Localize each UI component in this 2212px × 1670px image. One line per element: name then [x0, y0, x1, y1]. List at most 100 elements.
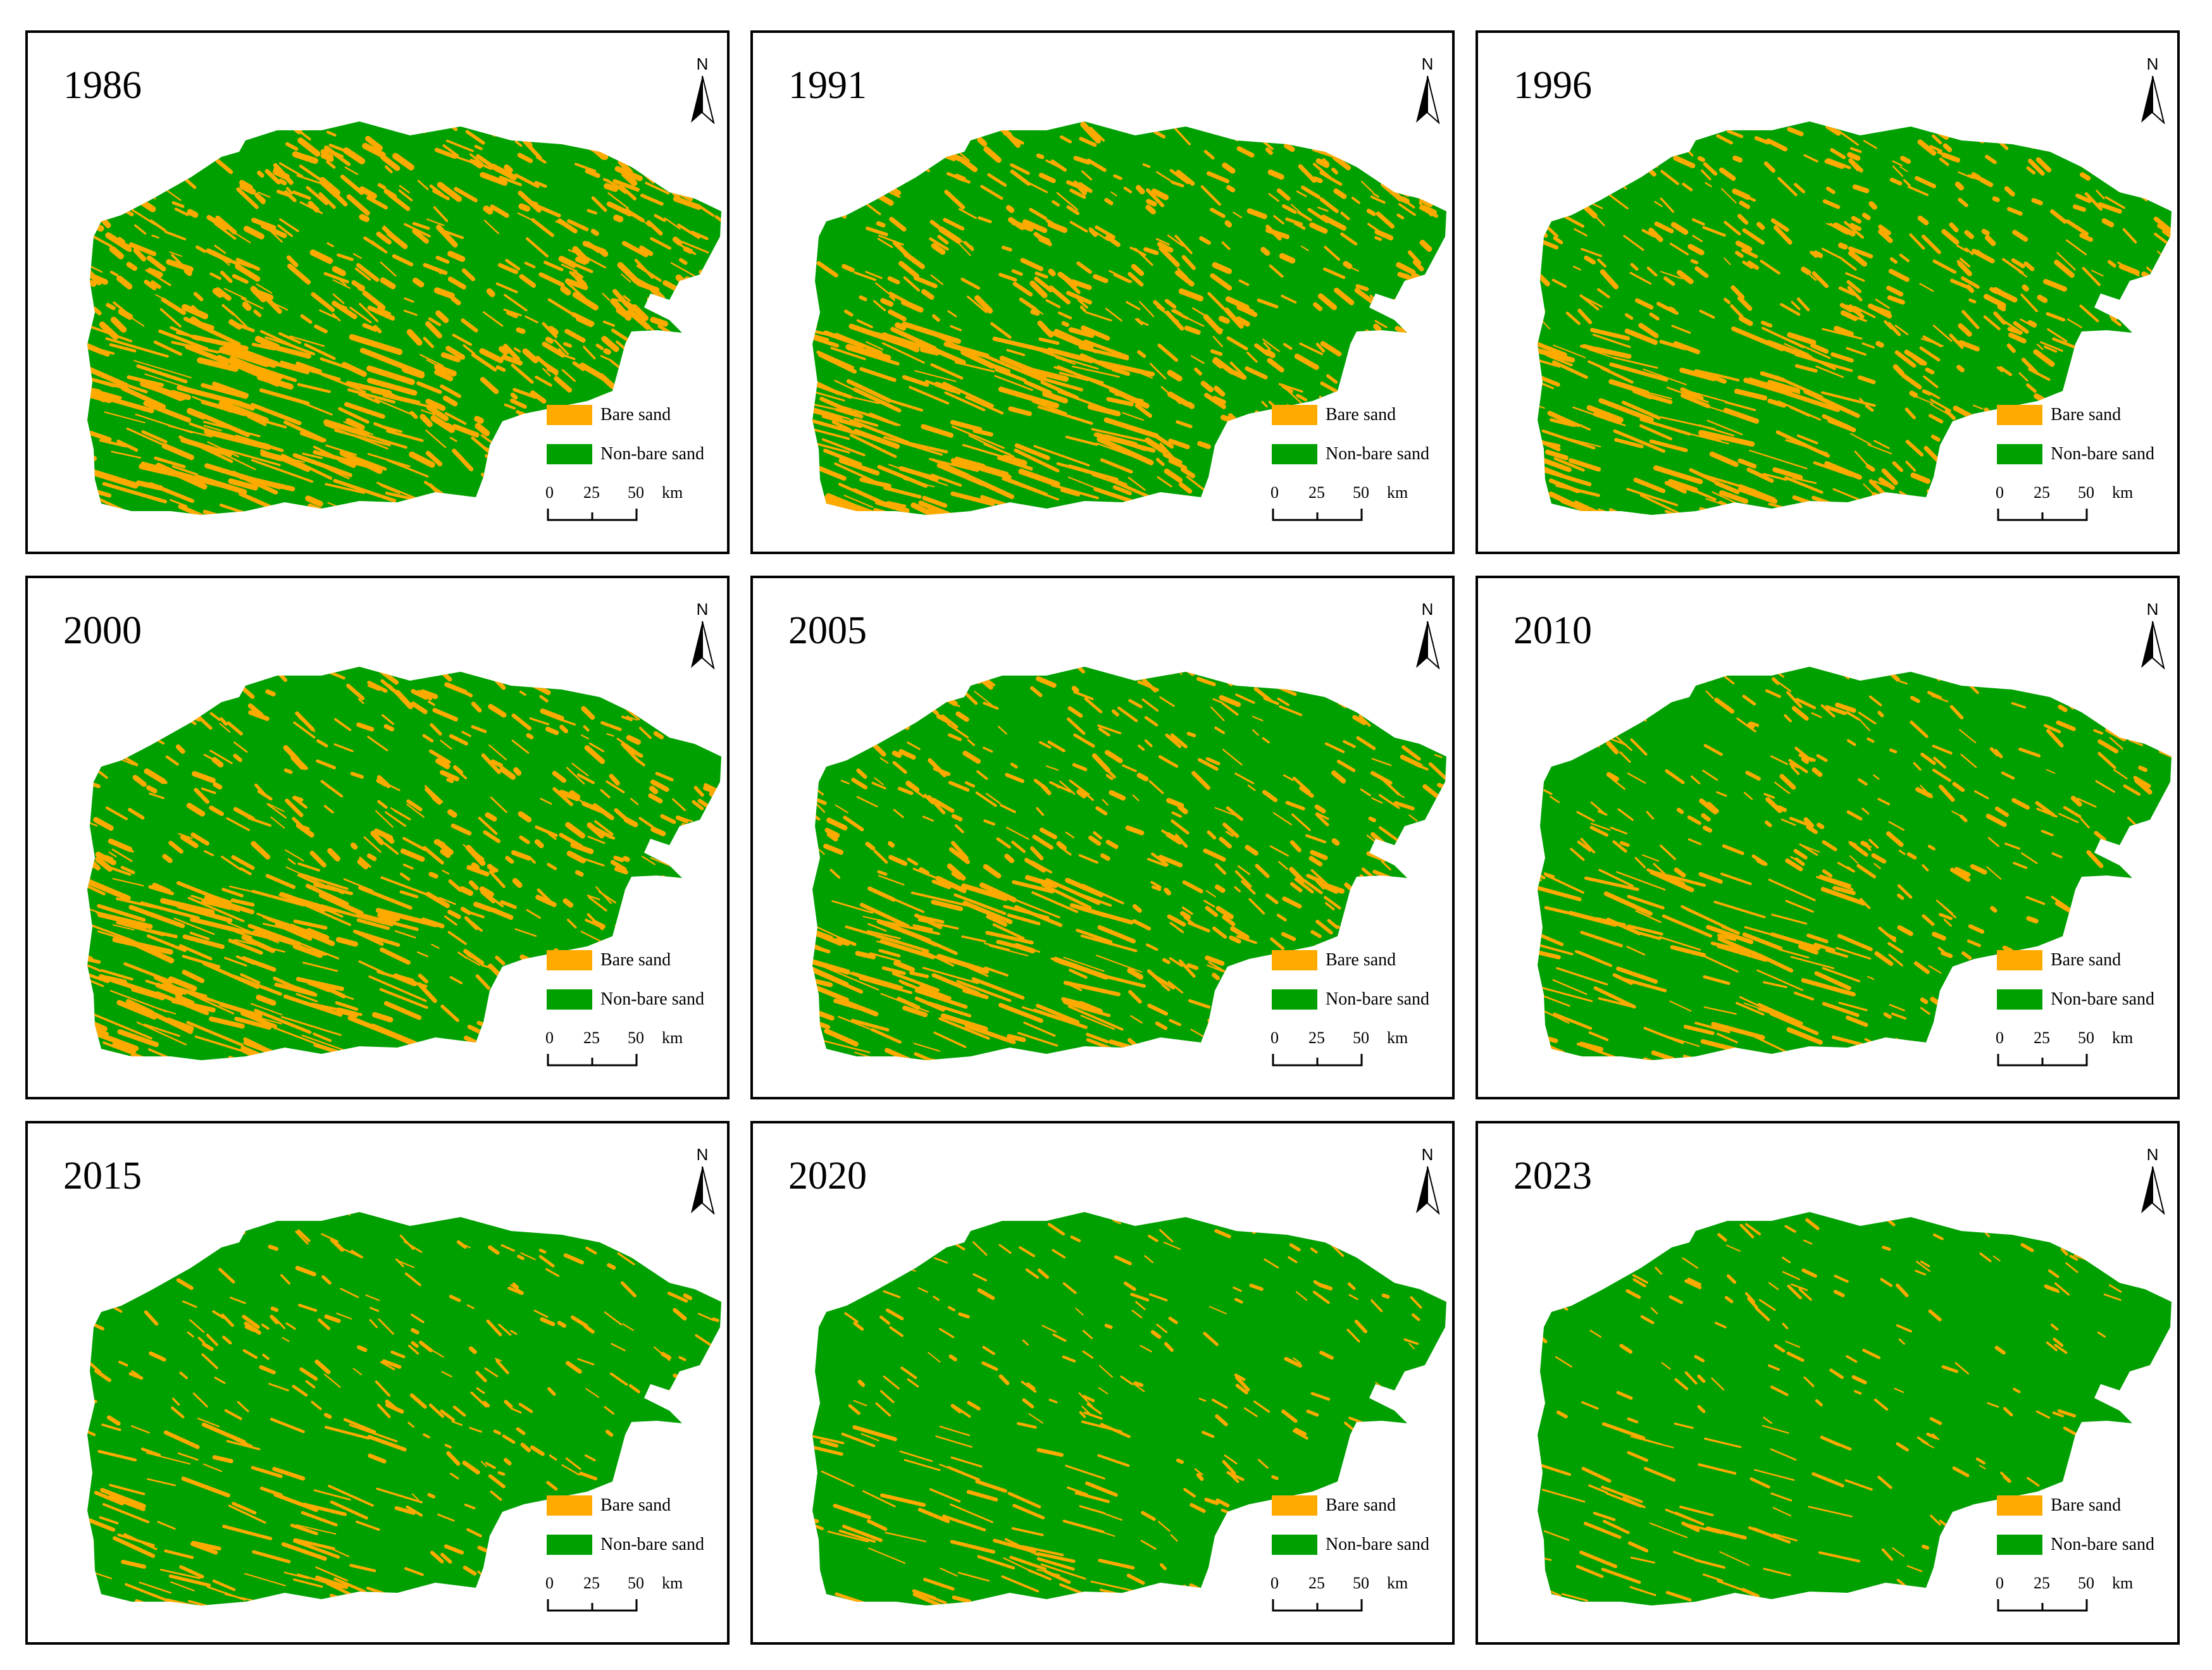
bare-sand-patch — [268, 803, 285, 812]
bare-sand-patch — [708, 1026, 721, 1042]
bare-sand-patch — [2132, 409, 2153, 423]
bare-sand-patch — [962, 900, 1013, 924]
bare-sand-patch — [1003, 667, 1024, 670]
bare-sand-patch — [879, 757, 889, 764]
bare-sand-patch — [250, 402, 302, 426]
bare-sand-patch — [879, 159, 891, 166]
bare-sand-patch — [1165, 832, 1183, 845]
bare-sand-patch — [978, 216, 992, 223]
bare-sand-patch — [134, 1243, 147, 1256]
bare-sand-patch — [1841, 258, 1857, 271]
bare-sand-patch — [1356, 736, 1376, 750]
bare-sand-patch — [1007, 913, 1041, 925]
bare-sand-patch — [1582, 295, 1603, 308]
bare-sand-patch — [1920, 338, 1944, 347]
bare-sand-patch — [604, 671, 616, 683]
bare-sand-patch — [866, 341, 884, 350]
bare-sand-patch — [252, 289, 266, 299]
bare-sand-patch — [935, 875, 967, 894]
bare-sand-patch — [1376, 357, 1397, 379]
bare-sand-patch — [270, 1306, 279, 1312]
bare-sand-patch — [1639, 424, 1672, 441]
bare-sand-patch — [665, 691, 680, 707]
bare-sand-patch — [1698, 430, 1755, 447]
bare-sand-patch — [2144, 412, 2156, 424]
bare-sand-patch — [285, 1322, 296, 1330]
bare-sand-patch — [442, 395, 458, 407]
bare-sand-patch — [874, 777, 884, 786]
bare-sand-patch — [410, 667, 431, 675]
bare-sand-patch — [218, 1268, 235, 1283]
bare-sand-patch — [1277, 697, 1289, 707]
legend-swatch — [1272, 950, 1317, 970]
bare-sand-patch — [700, 371, 714, 382]
bare-sand-patch — [2096, 190, 2105, 200]
bare-sand-patch — [1889, 1004, 1905, 1011]
bare-sand-patch — [1756, 221, 1765, 230]
scale-bar-line — [1997, 509, 2088, 521]
bare-sand-patch — [650, 857, 674, 868]
bare-sand-patch — [517, 443, 537, 453]
bare-sand-patch — [1811, 271, 1829, 288]
bare-sand-patch — [710, 831, 719, 838]
bare-sand-patch — [2041, 658, 2053, 668]
bare-sand-patch — [94, 675, 109, 688]
bare-sand-patch — [1681, 672, 1693, 681]
bare-sand-patch — [1323, 267, 1346, 280]
map-panel-1996: 1996 N Bare sand Non-bare sand 0 25 50 km — [1476, 30, 2180, 554]
bare-sand-patch — [1956, 244, 1968, 252]
bare-sand-patch — [380, 424, 403, 433]
bare-sand-patch — [1849, 147, 1862, 153]
bare-sand-patch — [380, 679, 395, 692]
bare-sand-patch — [1665, 769, 1685, 784]
bare-sand-patch — [812, 374, 840, 395]
bare-sand-patch — [163, 1249, 181, 1260]
bare-sand-patch — [311, 1401, 322, 1411]
bare-sand-patch — [961, 883, 1009, 901]
bare-sand-patch — [1028, 1569, 1052, 1581]
bare-sand-patch — [232, 274, 249, 284]
bare-sand-patch — [2047, 328, 2068, 342]
bare-sand-patch — [1233, 211, 1242, 218]
bare-sand-patch — [224, 956, 247, 967]
bare-sand-patch — [2136, 421, 2154, 433]
bare-sand-patch — [1247, 784, 1256, 791]
bare-sand-patch — [1181, 906, 1193, 915]
bare-sand-patch — [575, 256, 588, 265]
bare-sand-patch — [703, 785, 719, 795]
bare-sand-patch — [2054, 1344, 2068, 1354]
bare-sand-patch — [1297, 211, 1312, 221]
bare-sand-patch — [1634, 121, 1658, 128]
bare-sand-patch — [87, 757, 94, 768]
bare-sand-patch — [1210, 273, 1233, 291]
bare-sand-patch — [650, 237, 672, 250]
legend-label: Non-bare sand — [1326, 1535, 1430, 1554]
bare-sand-patch — [2100, 378, 2108, 384]
bare-sand-patch — [676, 926, 694, 944]
bare-sand-patch — [151, 168, 167, 183]
bare-sand-patch — [1014, 905, 1063, 927]
bare-sand-patch — [503, 1457, 512, 1466]
bare-sand-patch — [2134, 778, 2153, 795]
bare-sand-patch — [588, 742, 605, 753]
bare-sand-patch — [675, 815, 689, 824]
bare-sand-patch — [1191, 770, 1211, 790]
bare-sand-patch — [1412, 259, 1424, 271]
bare-sand-patch — [1144, 437, 1167, 454]
bare-sand-patch — [181, 304, 209, 319]
bare-sand-patch — [628, 1384, 640, 1394]
bare-sand-patch — [2133, 703, 2150, 713]
bare-sand-patch — [1627, 1541, 1649, 1553]
bare-sand-patch — [812, 715, 828, 724]
bare-sand-patch — [703, 188, 718, 199]
bare-sand-patch — [1362, 1228, 1381, 1239]
north-arrow-icon — [2141, 621, 2165, 669]
bare-sand-patch — [1838, 242, 1848, 250]
bare-sand-patch — [1634, 857, 1646, 869]
bare-sand-patch — [1405, 858, 1420, 869]
scale-unit: km — [662, 483, 683, 502]
bare-sand-patch — [526, 1559, 544, 1568]
bare-sand-patch — [1762, 473, 1787, 481]
legend-swatch — [1272, 444, 1317, 464]
bare-sand-patch — [1029, 846, 1044, 860]
